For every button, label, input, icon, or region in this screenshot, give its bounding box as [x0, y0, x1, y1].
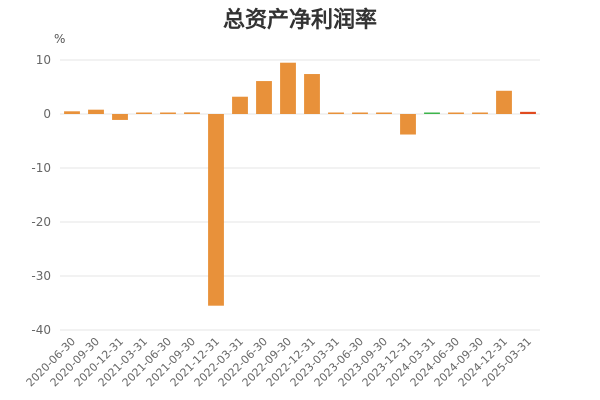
bar-2022-06-30[interactable] — [256, 81, 272, 114]
chart-title: 总资产净利润率 — [222, 8, 377, 33]
x-axis-ticks: 2020-06-302020-09-302020-12-312021-03-31… — [24, 335, 534, 389]
bar-2024-12-31[interactable] — [496, 90, 512, 114]
bar-2020-12-31[interactable] — [112, 114, 128, 120]
bar-2023-12-31[interactable] — [400, 114, 416, 135]
bar-2022-03-31[interactable] — [232, 96, 248, 114]
y-tick-label: -40 — [31, 323, 51, 337]
bar-2020-09-30[interactable] — [88, 109, 104, 114]
bar-2023-09-30[interactable] — [376, 112, 392, 115]
y-tick-label: -30 — [31, 269, 51, 283]
y-axis-unit: % — [54, 32, 65, 46]
bar-2024-06-30[interactable] — [448, 112, 464, 115]
grid-lines — [60, 59, 540, 331]
bar-2021-06-30[interactable] — [160, 112, 176, 115]
bar-2021-12-31[interactable] — [208, 114, 224, 306]
bar-2023-06-30[interactable] — [352, 112, 368, 115]
y-tick-label: -20 — [31, 215, 51, 229]
bars — [64, 62, 536, 306]
bar-2024-09-30[interactable] — [472, 112, 488, 115]
bar-2022-12-31[interactable] — [304, 74, 320, 114]
y-axis-ticks: 10 0 -10 -20 -30 -40 — [31, 53, 51, 337]
bar-2025-03-31[interactable] — [520, 111, 536, 114]
y-tick-label: 0 — [43, 107, 51, 121]
y-tick-label: 10 — [36, 53, 51, 67]
bar-2024-03-31[interactable] — [424, 112, 440, 115]
y-tick-label: -10 — [31, 161, 51, 175]
bar-2023-03-31[interactable] — [328, 112, 344, 115]
bar-2021-09-30[interactable] — [184, 112, 200, 114]
bar-2022-09-30[interactable] — [280, 62, 296, 114]
bar-2020-06-30[interactable] — [64, 111, 80, 114]
bar-2021-03-31[interactable] — [136, 112, 152, 115]
